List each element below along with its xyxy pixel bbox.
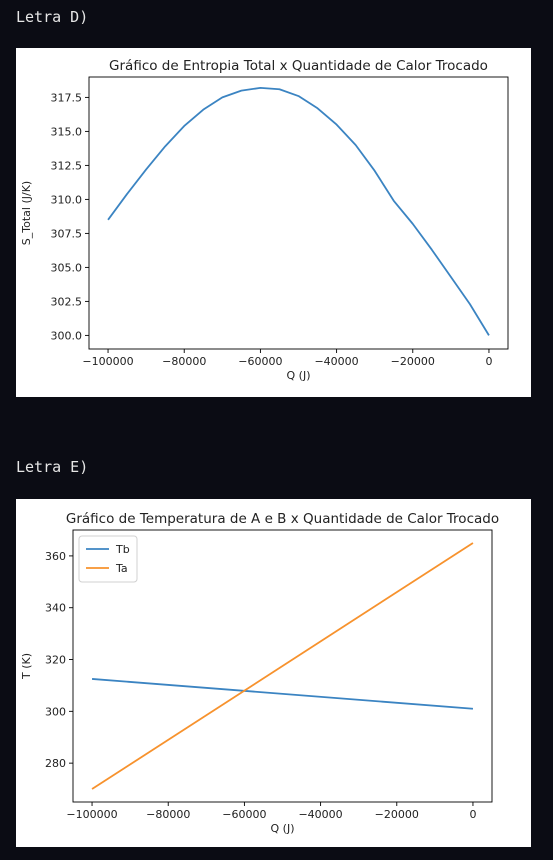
cell-label-d: Letra D): [16, 8, 89, 26]
x-tick-label: −60000: [238, 355, 282, 368]
y-tick-label: 300.0: [51, 329, 83, 342]
x-tick-label: −80000: [162, 355, 206, 368]
x-axis-label: Q (J): [287, 369, 311, 382]
chart-title: Gráfico de Temperatura de A e B x Quanti…: [66, 511, 499, 527]
y-tick-label: 315.0: [51, 125, 83, 138]
y-tick-label: 340: [45, 602, 66, 615]
y-axis-label: S_Total (J/K): [20, 181, 33, 245]
legend-label-tb: Tb: [115, 543, 130, 556]
series-line-tb: [91, 678, 474, 710]
x-tick-label: −40000: [298, 808, 342, 821]
x-tick-label: −60000: [222, 808, 266, 821]
y-axis-label: T (K): [20, 653, 33, 680]
x-tick-label: 0: [469, 808, 476, 821]
x-tick-label: −100000: [66, 808, 117, 821]
y-tick-label: 280: [45, 757, 66, 770]
x-tick-label: −20000: [375, 808, 419, 821]
y-tick-label: 317.5: [51, 91, 83, 104]
x-tick-label: −40000: [314, 355, 358, 368]
entropy-chart-card: Gráfico de Entropia Total x Quantidade d…: [16, 48, 531, 397]
y-tick-label: 310.0: [51, 193, 83, 206]
plot-frame: [88, 76, 509, 350]
x-tick-label: −100000: [82, 355, 133, 368]
y-tick-label: 307.5: [51, 227, 83, 240]
y-tick-label: 302.5: [51, 295, 83, 308]
chart-title: Gráfico de Entropia Total x Quantidade d…: [109, 58, 488, 74]
x-tick-label: −80000: [146, 808, 190, 821]
x-axis-label: Q (J): [271, 822, 295, 835]
series-line-ta: [91, 542, 474, 790]
temperature-chart: Gráfico de Temperatura de A e B x Quanti…: [20, 511, 499, 835]
legend-box: [78, 535, 138, 583]
x-tick-label: 0: [485, 355, 492, 368]
x-tick-label: −20000: [391, 355, 435, 368]
y-tick-label: 312.5: [51, 159, 83, 172]
y-tick-label: 305.0: [51, 261, 83, 274]
cell-label-e: Letra E): [16, 458, 89, 476]
series-line-0: [107, 86, 490, 336]
y-tick-label: 360: [45, 550, 66, 563]
plot-frame: [72, 529, 493, 803]
y-tick-label: 300: [45, 705, 66, 718]
entropy-chart: Gráfico de Entropia Total x Quantidade d…: [20, 58, 509, 382]
temperature-chart-card: Gráfico de Temperatura de A e B x Quanti…: [16, 499, 531, 847]
legend-label-ta: Ta: [115, 562, 128, 575]
y-tick-label: 320: [45, 654, 66, 667]
